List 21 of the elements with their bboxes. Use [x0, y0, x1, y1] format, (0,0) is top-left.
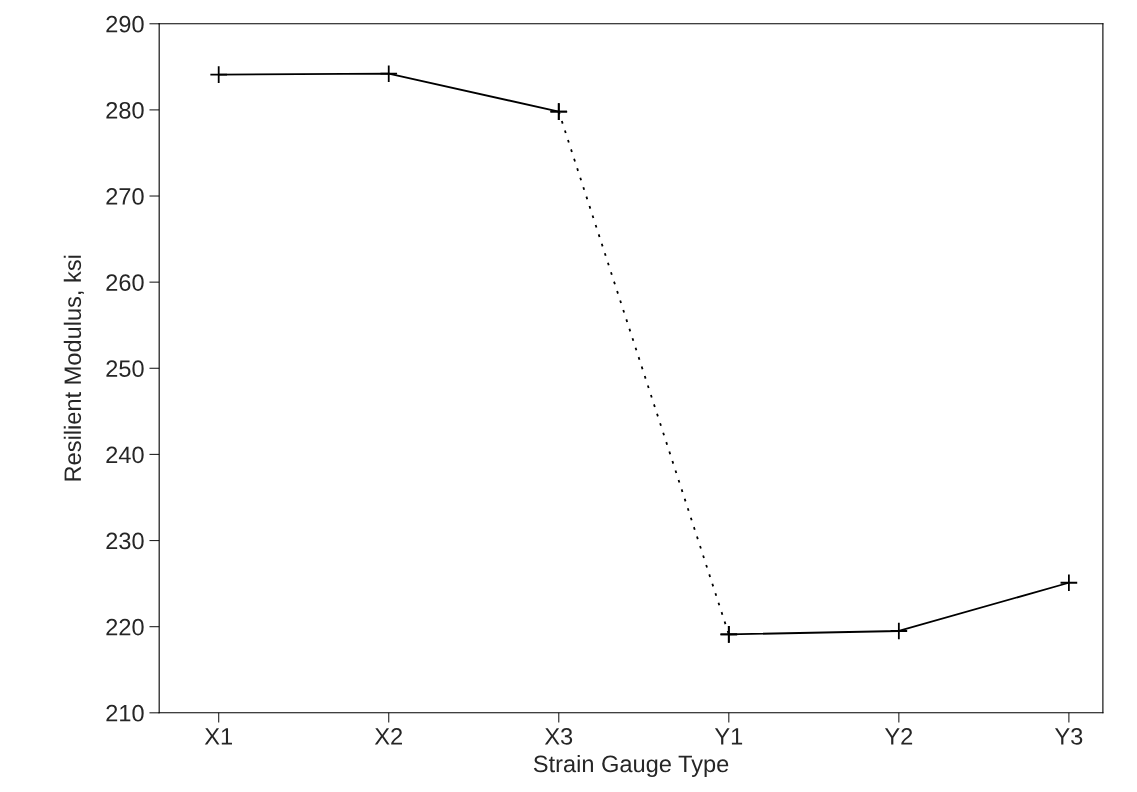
y-tick-label: 270 [106, 188, 144, 205]
y-tick-label: 210 [106, 704, 144, 722]
x-tick-label: X3 [544, 728, 573, 745]
point [889, 621, 909, 641]
x-tick-label: Y2 [884, 728, 913, 745]
y-tick-label: 290 [106, 15, 144, 33]
y-tick-label: 260 [106, 274, 144, 291]
y-tick-label: 280 [106, 101, 144, 119]
point [209, 65, 228, 84]
y-tick-label: 240 [106, 446, 144, 464]
y-tick-label: 250 [106, 360, 144, 378]
y-tick-label: 220 [106, 618, 144, 636]
x-tick-label: Y1 [714, 728, 743, 745]
point [1059, 573, 1079, 592]
x-axis-title: Strain Gauge Type [533, 754, 729, 777]
point [379, 64, 398, 83]
x-tick-label: Y3 [1054, 728, 1083, 745]
y-axis-title: Resilient Modulus, ksi [63, 255, 84, 481]
x-tick-label: X2 [374, 728, 402, 745]
y-tick-label: 230 [106, 532, 144, 550]
x-tick-label: X1 [204, 728, 232, 745]
